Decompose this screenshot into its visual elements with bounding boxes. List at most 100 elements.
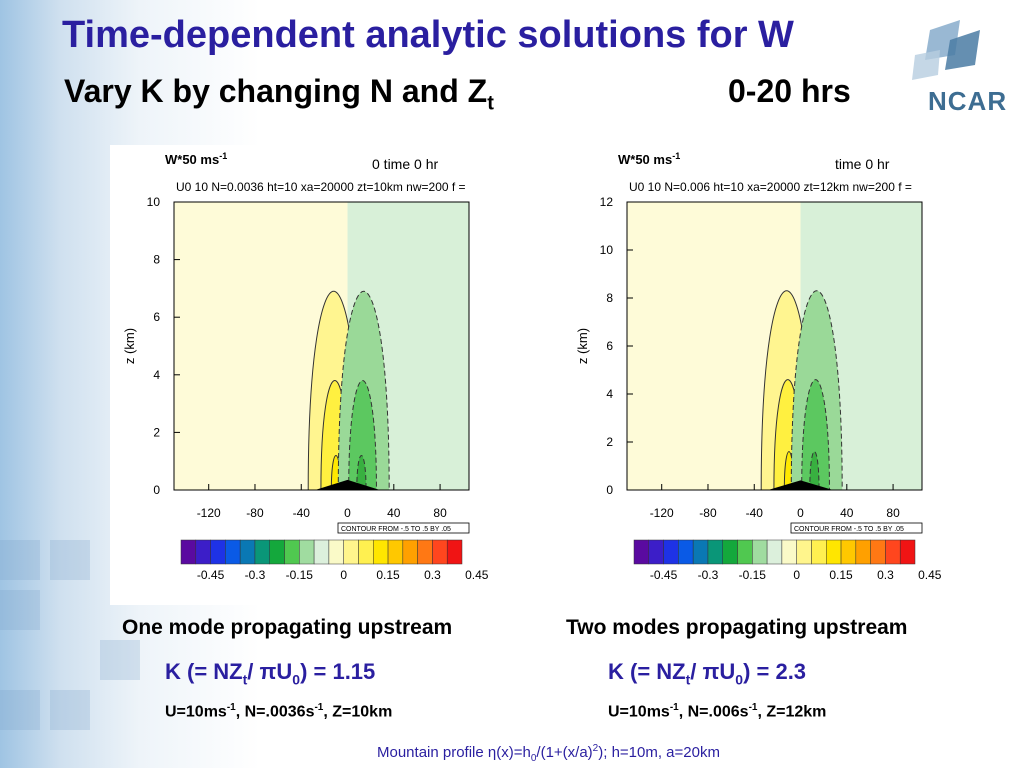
subtitle-subscript: t <box>487 92 494 115</box>
colorbar-swatch <box>752 539 768 565</box>
colorbar-swatch <box>633 539 650 565</box>
colorbar-swatch <box>737 539 753 565</box>
colorbar-swatch <box>692 539 709 565</box>
colorbar-swatch <box>446 539 463 565</box>
colorbar-swatch <box>855 539 871 565</box>
colorbar-label: 0.15 <box>376 568 400 582</box>
colorbar-label: -0.45 <box>197 568 225 582</box>
contour-chart: W*50 ms-1 time 0 hr U0 10 N=0.006 ht=10 xa… <box>575 151 942 582</box>
k-text: K (= NZ <box>608 659 686 684</box>
left-chart-panel: W*50 ms-1 0 time 0 hr U0 10 N=0.0036 ht=10… <box>110 145 497 605</box>
x-tick-label: -120 <box>197 506 221 520</box>
colorbar-swatch <box>358 539 374 565</box>
colorbar-swatch <box>678 539 694 565</box>
slide-title: Time-dependent analytic solutions for W <box>62 14 794 56</box>
time-range: 0-20 hrs <box>728 73 851 109</box>
left-k-value: K (= NZt/ πU0) = 1.15 <box>165 659 375 687</box>
u-text: , N=.006s <box>678 703 749 721</box>
x-tick-label: -40 <box>746 506 764 520</box>
k-text: / πU <box>247 659 293 684</box>
x-tick-label: -120 <box>650 506 674 520</box>
variable-label: W*50 ms-1 <box>165 151 227 167</box>
colorbar-label: 0.45 <box>918 568 942 582</box>
colorbar-swatch <box>387 539 404 565</box>
x-tick-label: 40 <box>387 506 401 520</box>
colorbar-swatch <box>402 539 418 565</box>
time-label: 0 time 0 hr <box>372 156 438 172</box>
u-sup: -1 <box>669 702 679 713</box>
contour-note: CONTOUR FROM -.5 TO .5 BY .05 <box>794 526 904 533</box>
y-tick-label: 10 <box>600 243 614 257</box>
y-axis-label: z (km) <box>575 328 590 364</box>
x-tick-label: -80 <box>699 506 717 520</box>
colorbar-swatch <box>299 539 315 565</box>
y-tick-label: 12 <box>600 195 614 209</box>
colorbar-swatch <box>210 539 226 565</box>
y-tick-label: 6 <box>153 310 160 324</box>
colorbar-label: 0.3 <box>424 568 441 582</box>
y-tick-label: 2 <box>153 425 160 439</box>
k-text: K (= NZ <box>165 659 243 684</box>
k-sub: t <box>685 671 691 688</box>
y-axis-label: z (km) <box>122 328 137 364</box>
footnote-sup: 2 <box>592 743 599 754</box>
run-parameters: U0 10 N=0.006 ht=10 xa=20000 zt=12km nw=… <box>629 180 912 194</box>
colorbar-swatch <box>373 539 389 565</box>
u-sup: -1 <box>226 702 236 713</box>
x-tick-label: 80 <box>433 506 447 520</box>
y-tick-label: 10 <box>147 195 161 209</box>
u-sup: -1 <box>748 702 758 713</box>
negative-w-contour <box>356 454 367 491</box>
slide-subtitle: Vary K by changing N and Zt <box>64 73 494 115</box>
u-sup: -1 <box>314 702 324 713</box>
colorbar-swatch <box>899 539 916 565</box>
u-text: U=10ms <box>165 703 227 721</box>
colorbar-swatch <box>254 539 270 565</box>
k-text: / πU <box>690 659 736 684</box>
x-tick-label: 0 <box>344 506 351 520</box>
negative-w-contour <box>801 379 830 491</box>
y-tick-label: 4 <box>153 368 160 382</box>
x-tick-label: -80 <box>246 506 264 520</box>
colorbar-label: -0.3 <box>245 568 266 582</box>
k-sub: 0 <box>735 671 744 688</box>
footnote-text: /(1+(x/a) <box>536 744 593 761</box>
colorbar-swatch <box>343 539 359 565</box>
contour-chart: W*50 ms-1 0 time 0 hr U0 10 N=0.0036 ht=10… <box>122 151 489 582</box>
colorbar-swatch <box>269 539 285 565</box>
colorbar-swatch <box>648 539 664 565</box>
colorbar-swatch <box>840 539 857 565</box>
logo-text: NCAR <box>928 86 1008 116</box>
k-sub: 0 <box>292 671 301 688</box>
colorbar-swatch <box>707 539 723 565</box>
colorbar-label: 0 <box>793 568 800 582</box>
contour-note-box <box>337 522 470 534</box>
colorbar-swatch <box>811 539 827 565</box>
left-params-line: U=10ms-1, N=.0036s-1, Z=10km <box>165 702 392 721</box>
y-tick-label: 2 <box>606 435 613 449</box>
colorbar-swatch <box>826 539 842 565</box>
variable-label: W*50 ms-1 <box>618 151 680 167</box>
colorbar-swatch <box>796 539 812 565</box>
colorbar-swatch <box>885 539 901 565</box>
right-chart-panel: W*50 ms-1 time 0 hr U0 10 N=0.006 ht=10 xa… <box>563 145 950 605</box>
run-parameters: U0 10 N=0.0036 ht=10 xa=20000 zt=10km nw… <box>176 180 466 194</box>
negative-w-contour <box>348 380 377 491</box>
ncar-logo <box>912 20 980 80</box>
x-tick-label: 40 <box>840 506 854 520</box>
contour-note: CONTOUR FROM -.5 TO .5 BY .05 <box>341 526 451 533</box>
colorbar-label: -0.3 <box>698 568 719 582</box>
colorbar-swatch <box>225 539 241 565</box>
colorbar-swatch <box>239 539 256 565</box>
u-text: U=10ms <box>608 703 670 721</box>
right-caption: Two modes propagating upstream <box>566 616 908 639</box>
colorbar-label: -0.15 <box>286 568 314 582</box>
footnote-text: ); h=10m, a=20km <box>598 744 720 761</box>
colorbar-swatch <box>417 539 433 565</box>
x-tick-label: 0 <box>797 506 804 520</box>
colorbar-label: 0.15 <box>829 568 853 582</box>
y-tick-label: 0 <box>153 483 160 497</box>
k-text: ) = 1.15 <box>300 659 376 684</box>
colorbar-swatch <box>180 539 197 565</box>
colorbar-swatch <box>781 539 797 565</box>
